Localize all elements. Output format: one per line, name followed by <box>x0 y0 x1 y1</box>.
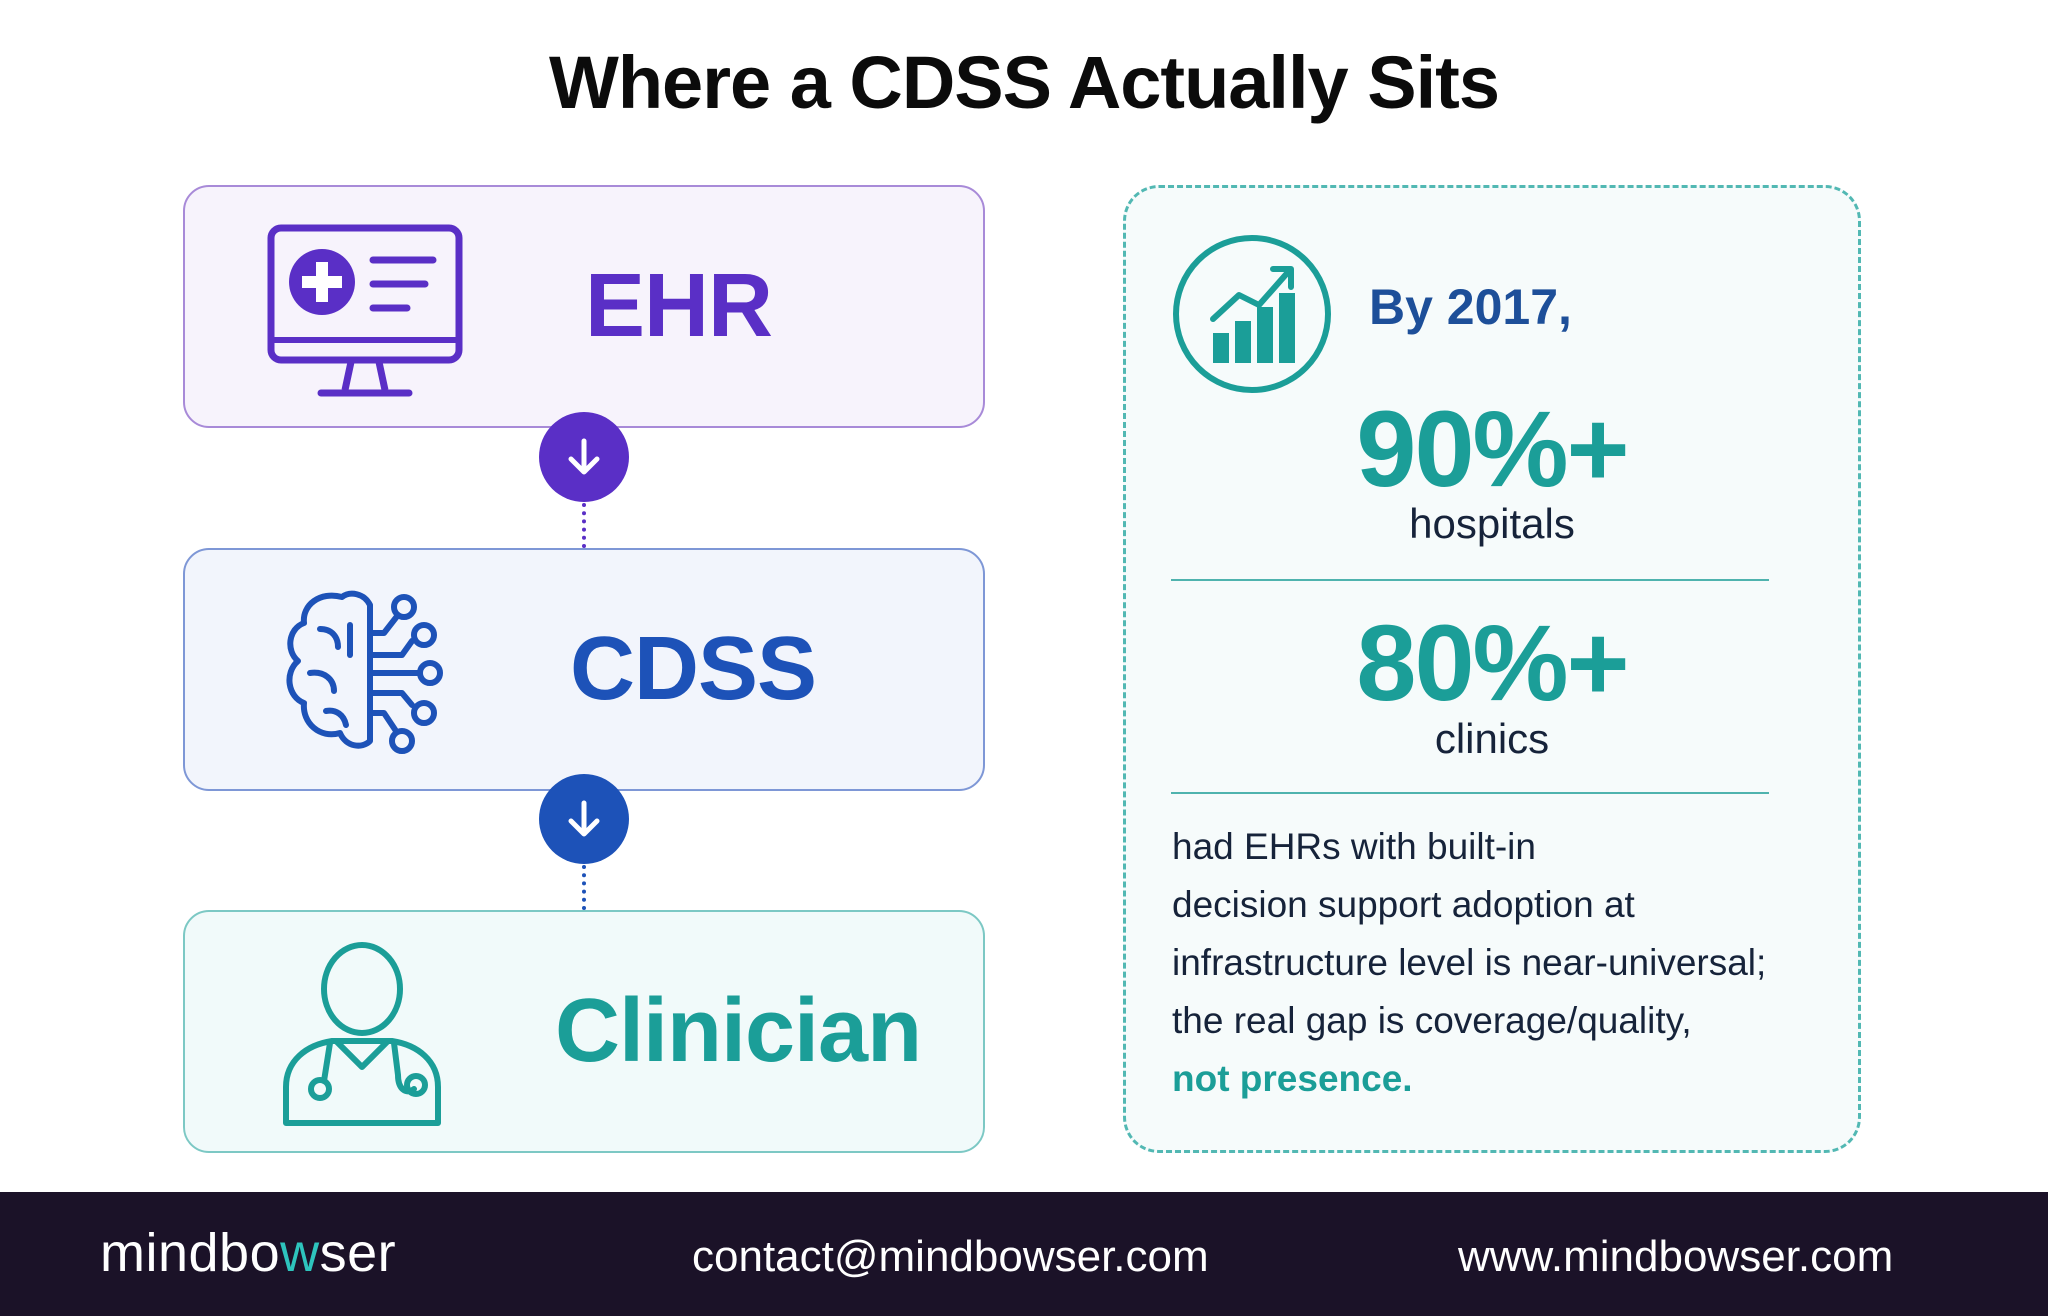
growth-chart-icon <box>1173 235 1331 393</box>
ehr-box: EHR <box>183 185 985 428</box>
description-line: decision support adoption at <box>1172 884 1635 925</box>
dotted-line <box>582 503 586 548</box>
footer: mindbowser contact@mindbowser.com www.mi… <box>0 1192 2048 1316</box>
brain-circuit-icon <box>286 590 443 754</box>
cdss-label: CDSS <box>570 619 817 719</box>
doctor-stethoscope-icon <box>283 942 441 1126</box>
dotted-line <box>582 865 586 910</box>
stats-description: had EHRs with built-in decision support … <box>1172 818 1822 1108</box>
stat-value-clinics: 80%+ <box>1356 602 1629 723</box>
brand-text: ser <box>319 1223 397 1283</box>
arrow-connector-ehr-cdss <box>539 412 629 502</box>
cdss-box: CDSS <box>183 548 985 791</box>
ehr-label: EHR <box>585 256 773 356</box>
stat-label-hospitals: hospitals <box>1409 500 1575 547</box>
brand-text: mindbo <box>100 1223 281 1283</box>
description-line: infrastructure level is near-universal; <box>1172 942 1767 983</box>
arrow-down-icon <box>568 438 600 475</box>
stat-value-hospitals: 90%+ <box>1356 388 1629 509</box>
clinician-label: Clinician <box>555 981 922 1081</box>
arrow-down-icon <box>568 800 600 837</box>
stats-panel: By 2017, 90%+ hospitals 80%+ clinics had… <box>1123 185 1861 1153</box>
computer-medical-record-icon <box>267 224 463 397</box>
brand-logo[interactable]: mindbowser <box>100 1222 396 1284</box>
stats-intro: By 2017, <box>1369 279 1572 335</box>
description-emphasis: not presence. <box>1172 1058 1413 1099</box>
contact-email-link[interactable]: contact@mindbowser.com <box>692 1232 1209 1281</box>
description-line: the real gap is coverage/quality, <box>1172 1000 1692 1041</box>
description-line: had EHRs with built-in <box>1172 826 1536 867</box>
arrow-connector-cdss-clinician <box>539 774 629 864</box>
website-link[interactable]: www.mindbowser.com <box>1458 1232 1894 1281</box>
stat-label-clinics: clinics <box>1434 715 1550 762</box>
clinician-box: Clinician <box>183 910 985 1153</box>
divider <box>1171 579 1769 581</box>
brand-accent: w <box>280 1223 320 1283</box>
divider <box>1171 792 1769 794</box>
page-title: Where a CDSS Actually Sits <box>549 41 1500 124</box>
